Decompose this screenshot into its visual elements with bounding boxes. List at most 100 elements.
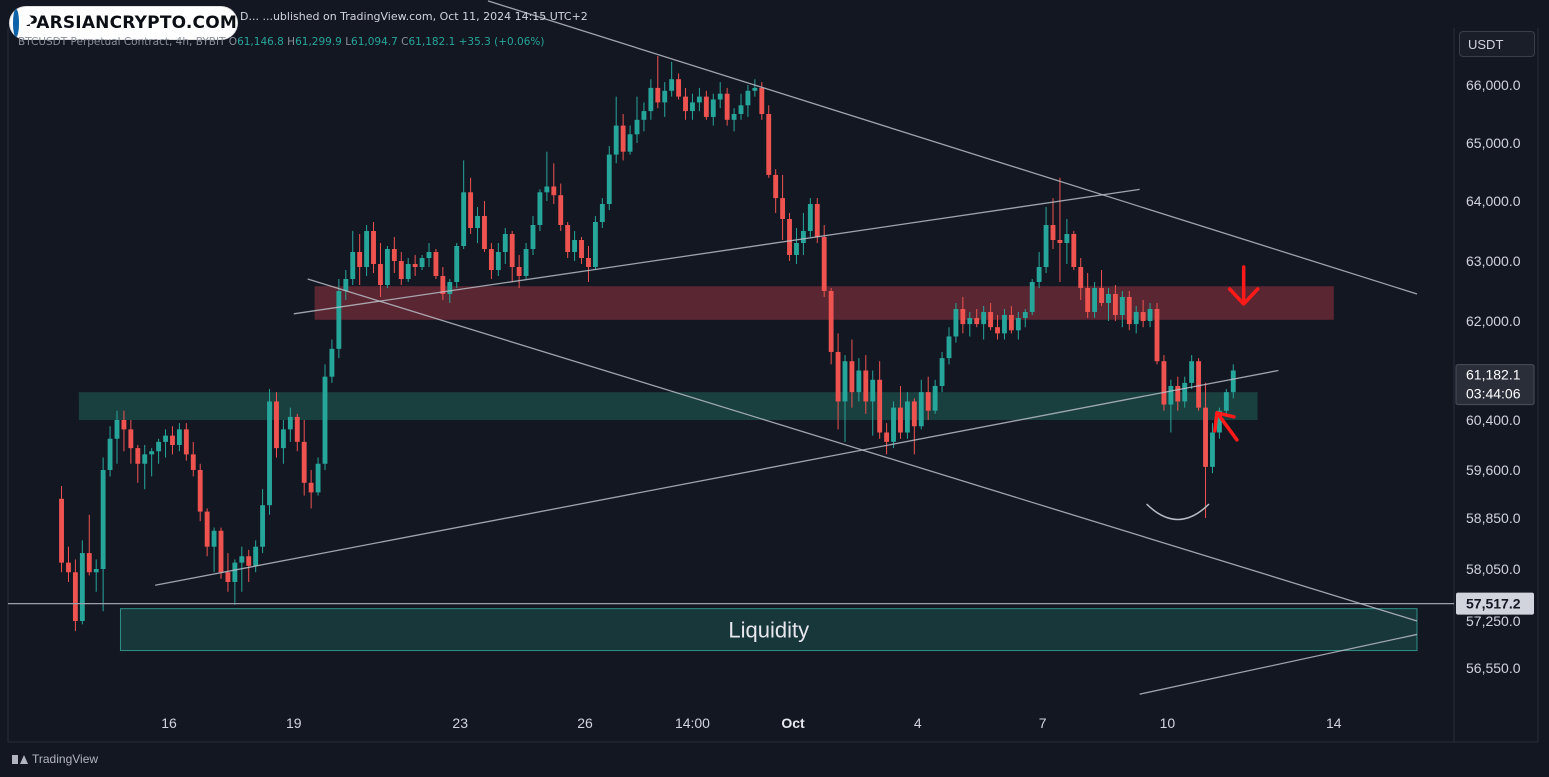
- candle-body: [384, 249, 390, 285]
- candle-body: [350, 252, 356, 279]
- candle: [780, 174, 786, 240]
- candle-body: [398, 261, 404, 279]
- candle: [412, 255, 418, 276]
- candle: [599, 198, 605, 228]
- candle-body: [1223, 392, 1229, 411]
- candle: [745, 85, 751, 117]
- candle: [163, 429, 168, 458]
- candle: [530, 216, 536, 255]
- candle: [842, 355, 848, 442]
- candle: [891, 401, 896, 449]
- candle: [100, 457, 106, 612]
- candle: [807, 198, 813, 237]
- candle-body: [315, 463, 321, 493]
- candle: [128, 420, 134, 464]
- candle-body: [308, 482, 314, 493]
- candle-body: [1092, 288, 1098, 312]
- arrow-down-icon: [1227, 265, 1260, 306]
- last-price-text: 61,182.1: [1466, 367, 1521, 383]
- candle-body: [142, 454, 148, 464]
- candle: [121, 410, 127, 452]
- candle: [93, 559, 99, 592]
- candle: [1161, 355, 1167, 411]
- candle: [981, 306, 987, 340]
- trendline-4[interactable]: [155, 369, 1279, 586]
- candle-body: [509, 234, 515, 267]
- candle-body: [1078, 267, 1084, 288]
- trendline-3[interactable]: [293, 188, 1140, 315]
- candle-body: [821, 237, 827, 291]
- candle: [190, 441, 196, 477]
- candle-body: [405, 264, 411, 279]
- candle-body: [606, 154, 612, 204]
- candle: [440, 267, 446, 300]
- candle: [995, 315, 1000, 340]
- candle: [468, 177, 474, 234]
- candle-body: [378, 264, 383, 285]
- candle: [696, 87, 702, 112]
- candle: [72, 559, 78, 632]
- level-price-badge: [1456, 592, 1534, 615]
- candle-body: [343, 279, 349, 291]
- candle: [1078, 258, 1084, 300]
- candle: [870, 370, 876, 436]
- candle: [738, 93, 744, 120]
- currency-selector[interactable]: USDT: [1459, 31, 1535, 57]
- candle-body: [447, 282, 453, 294]
- candle-body: [551, 186, 557, 196]
- candle: [1085, 273, 1091, 318]
- candle-body: [163, 435, 168, 442]
- candle-body: [1154, 309, 1160, 362]
- candle-body: [280, 429, 286, 449]
- candle: [176, 423, 182, 452]
- candle: [662, 82, 668, 117]
- candle-body: [1057, 240, 1063, 243]
- candle-body: [461, 192, 467, 246]
- candle: [384, 246, 390, 288]
- candle-body: [738, 105, 744, 114]
- candle-body: [946, 336, 952, 359]
- candle: [974, 309, 980, 328]
- logo-text: PARSIANCRYPTO.COM: [25, 13, 237, 33]
- candle: [107, 426, 113, 477]
- ohlc-legend: BTCUSDT Perpetual Contract, 4h, BYBIT O6…: [18, 36, 544, 48]
- candle: [676, 73, 682, 100]
- tradingview-logo-icon: [12, 754, 28, 764]
- candle-body: [66, 562, 71, 573]
- candle-body: [260, 505, 266, 547]
- candle-body: [287, 416, 293, 430]
- candle-body: [1189, 361, 1195, 383]
- user-shield-icon: [13, 9, 36, 37]
- trendline-1[interactable]: [487, 0, 1418, 295]
- candle-body: [967, 318, 973, 325]
- zone-liquidity: [119, 608, 1418, 652]
- candle-body: [981, 312, 987, 325]
- candle-body: [135, 448, 141, 464]
- candle-body: [1099, 288, 1104, 303]
- candle: [482, 201, 487, 252]
- candle-body: [495, 252, 501, 270]
- candle-body: [433, 252, 439, 276]
- candle: [260, 489, 266, 554]
- close-value: 61,182.1: [408, 36, 456, 48]
- candle-body: [294, 416, 300, 442]
- candle: [232, 559, 238, 605]
- y-tick-label: 59,600.0: [1466, 462, 1521, 478]
- tradingview-brand[interactable]: TradingView: [12, 752, 98, 766]
- candle-body: [599, 204, 605, 222]
- candle-body: [995, 327, 1000, 334]
- candle: [703, 90, 709, 120]
- candle: [1147, 303, 1153, 328]
- candle: [683, 87, 688, 120]
- candle: [1175, 376, 1181, 411]
- candle-body: [225, 572, 231, 582]
- candle-body: [842, 361, 848, 402]
- candle-body: [800, 231, 806, 243]
- candle-body: [835, 351, 841, 402]
- candle: [773, 169, 779, 213]
- trendline-5[interactable]: [1139, 633, 1418, 695]
- candle: [939, 351, 945, 393]
- candle: [1057, 177, 1063, 282]
- open-label: O: [228, 36, 238, 48]
